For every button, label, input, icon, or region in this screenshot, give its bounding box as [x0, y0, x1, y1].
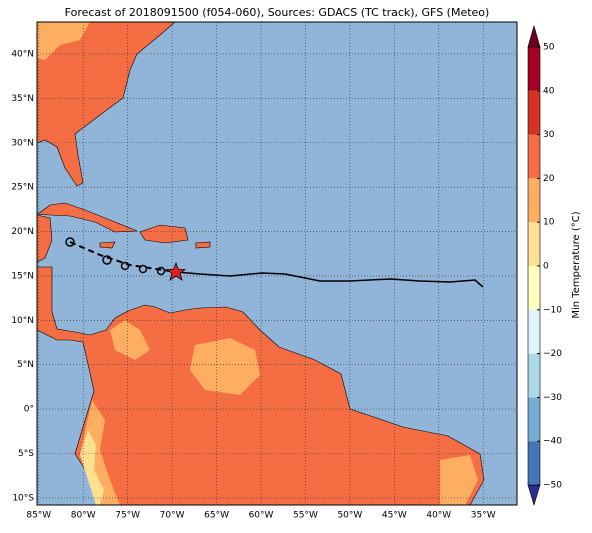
colorbar-segment: [528, 90, 540, 135]
current-position: [165, 261, 187, 281]
colorbar-tick-label: −30: [543, 393, 562, 403]
colorbar-tick-label: −50: [543, 481, 562, 491]
lat-label: 0°: [24, 405, 34, 415]
colorbar-segment: [528, 397, 540, 442]
colorbar-segment: [528, 178, 540, 223]
jamaica: [99, 241, 116, 249]
colorbar: [527, 24, 541, 507]
lon-label: 85°W: [26, 511, 51, 521]
lat-label: 10°S: [12, 493, 34, 503]
lon-label: 60°W: [249, 511, 274, 521]
lon-label: 80°W: [71, 511, 96, 521]
lon-label: 55°W: [293, 511, 318, 521]
yucatan: [37, 214, 53, 263]
lon-label: 45°W: [382, 511, 407, 521]
colorbar-tick-label: 10: [543, 218, 555, 228]
colorbar-tick-label: −10: [543, 305, 562, 315]
colorbar-tick-label: −20: [543, 349, 562, 359]
lon-label: 40°W: [426, 511, 451, 521]
colorbar-extend: [527, 484, 541, 507]
land-highlight: [440, 455, 478, 505]
puerto-rico: [195, 241, 211, 249]
map: [37, 22, 517, 505]
storm-symbol: [120, 261, 130, 271]
lon-label: 70°W: [160, 511, 185, 521]
colorbar-tick-label: 0: [543, 262, 549, 272]
colorbar-tick-label: 20: [543, 174, 555, 184]
title: Forecast of 2018091500 (f054-060), Sourc…: [65, 6, 490, 19]
lon-label: 75°W: [115, 511, 140, 521]
grid: [37, 22, 517, 505]
storm-symbol: [102, 255, 112, 265]
colorbar-label: Min Temperature (°C): [571, 211, 582, 318]
land-highlight: [190, 338, 260, 395]
north-america: [37, 22, 176, 187]
colorbar-segment: [528, 222, 540, 266]
map-frame: [36, 21, 518, 506]
colorbar-extend: [527, 24, 541, 48]
colorbar-tick-label: −40: [543, 437, 562, 447]
colorbar-segment: [528, 353, 540, 398]
south-america: [37, 266, 485, 505]
land-highlight: [110, 320, 150, 360]
lat-label: 10°N: [11, 316, 34, 326]
lat-label: 20°N: [11, 227, 34, 237]
storm-symbol: [156, 266, 166, 276]
hispaniola: [139, 224, 189, 244]
lon-label: 65°W: [204, 511, 229, 521]
storm-symbol: [138, 264, 148, 274]
colorbar-tick-label: 50: [543, 43, 555, 53]
lat-label: 35°N: [11, 94, 34, 104]
colorbar-tick-label: 30: [543, 130, 555, 140]
land-highlight: [80, 400, 120, 505]
cuba: [37, 202, 138, 233]
land-highlight: [80, 430, 104, 505]
colorbar-segment: [528, 266, 540, 310]
track-past: [175, 271, 484, 288]
lat-label: 25°N: [11, 183, 34, 193]
colorbar-tick-label: 40: [543, 86, 555, 96]
lat-label: 40°N: [11, 49, 34, 59]
colorbar-segment: [528, 47, 540, 91]
colorbar-segment: [528, 309, 540, 354]
lat-label: 5°N: [17, 360, 34, 370]
lon-label: 35°W: [471, 511, 496, 521]
lat-label: 30°N: [11, 138, 34, 148]
colorbar-segment: [528, 441, 540, 485]
storm-symbol: [65, 237, 75, 247]
lon-label: 50°W: [337, 511, 362, 521]
lat-label: 5°S: [18, 449, 34, 459]
land-highlight: [37, 22, 90, 60]
lat-label: 15°N: [11, 271, 34, 281]
colorbar-segment: [528, 134, 540, 179]
